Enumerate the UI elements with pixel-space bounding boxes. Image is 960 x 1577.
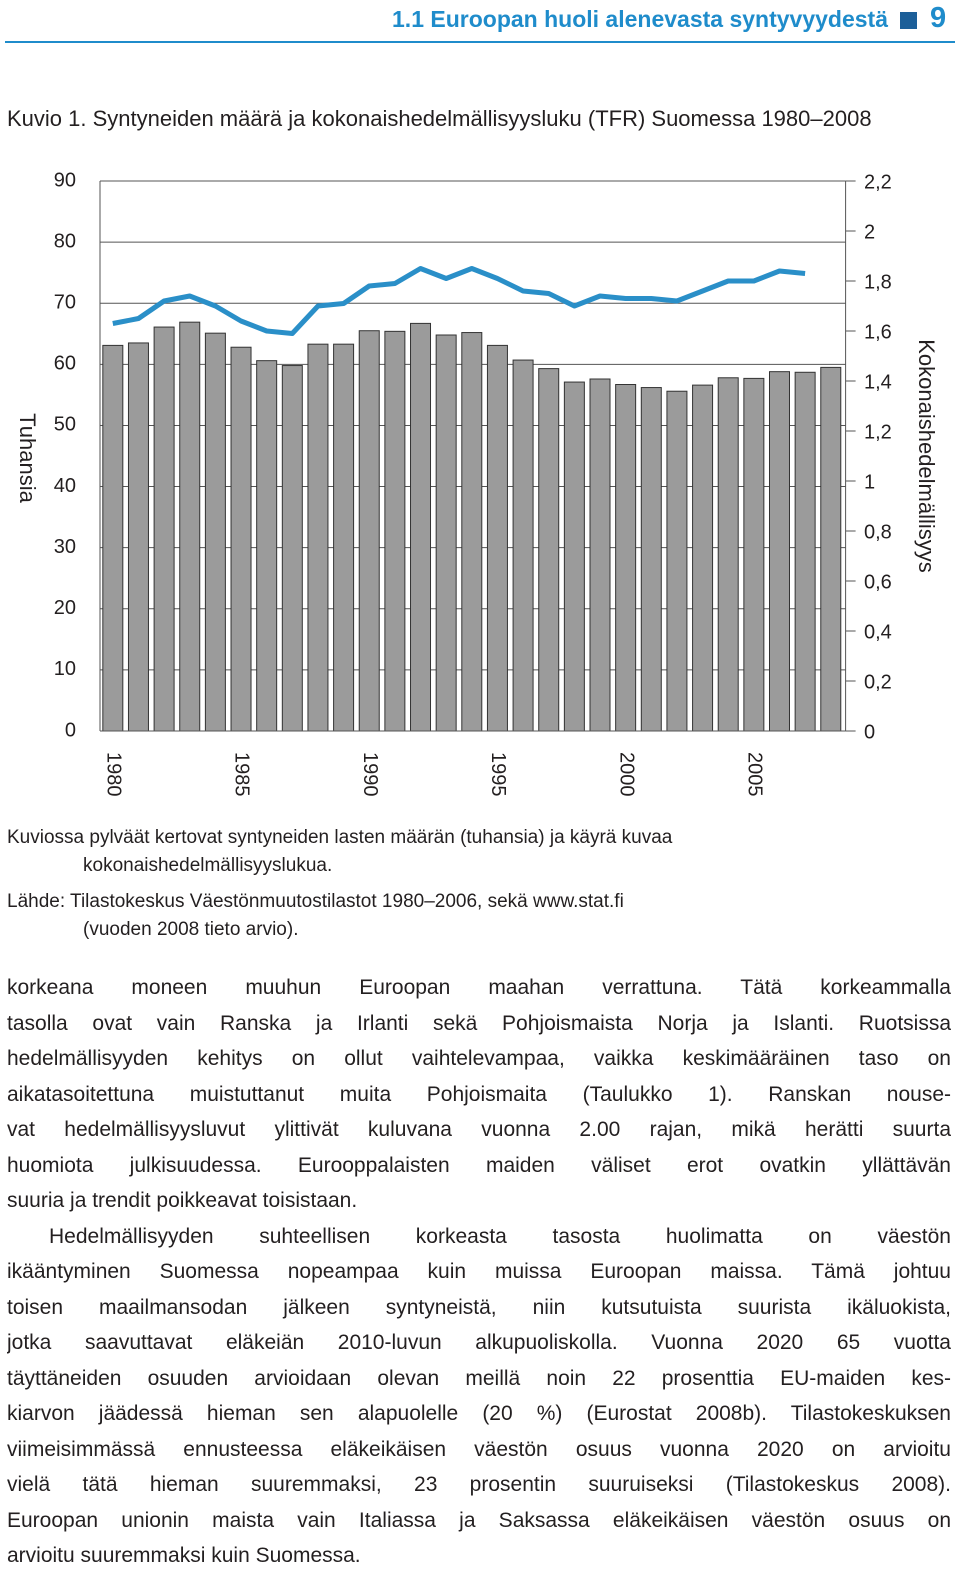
bar	[820, 366, 842, 732]
bar	[486, 344, 508, 732]
body-line: Hedelmällisyyden suhteellisen korkeasta …	[49, 1224, 951, 1248]
body-line: aikatasoitettuna muistuttanut muita Pohj…	[7, 1082, 951, 1106]
bar	[384, 330, 406, 732]
y2-tick-label: 0,4	[864, 621, 892, 643]
caption: Kuviossa pylväät kertovat syntyneiden la…	[7, 824, 672, 880]
bar	[435, 334, 457, 732]
body-line: vielä tätä hieman suuremmaksi, 23 prosen…	[7, 1473, 951, 1496]
body-line: huomiota julkisuudessa. Eurooppalaisten …	[7, 1153, 951, 1177]
y2-tick-label: 1,6	[864, 321, 892, 343]
bar	[461, 332, 483, 732]
y-tick-label: 30	[54, 536, 76, 558]
y-tick-label: 90	[54, 169, 76, 191]
body-line: Euroopan unionin maista vain Italiassa j…	[7, 1508, 951, 1532]
bar	[333, 343, 355, 732]
y2-tick-label: 0,6	[864, 571, 892, 593]
bar	[410, 322, 432, 732]
bar	[640, 387, 662, 732]
bar	[179, 321, 201, 732]
bar	[281, 365, 303, 732]
y-tick-label: 0	[65, 719, 76, 741]
y2-tick-label: 1	[864, 471, 875, 493]
body-line: vat hedelmällisyysluvut ylittivät kuluva…	[7, 1118, 951, 1141]
bar	[230, 346, 252, 732]
bar	[615, 384, 637, 732]
y-axis-title: Tuhansia	[15, 413, 40, 503]
bar	[743, 377, 765, 732]
bar	[794, 371, 816, 732]
bar	[127, 342, 149, 732]
header-square	[900, 12, 917, 29]
bar	[256, 360, 278, 732]
y-tick-label: 10	[54, 658, 76, 680]
bar	[358, 330, 380, 732]
y2-tick-label: 1,2	[864, 421, 892, 443]
y2-tick-label: 1,8	[864, 271, 892, 293]
body-line: toisen maailmansodan jälkeen syntyneistä…	[7, 1295, 951, 1319]
line	[112, 266, 806, 336]
x-tick-label: 1995	[487, 752, 509, 797]
figure-title: Kuvio 1. Syntyneiden määrä ja kokonaishe…	[7, 106, 872, 131]
bar	[538, 368, 560, 732]
y2-tick-label: 0	[864, 721, 875, 743]
y2-tick-label: 0,8	[864, 521, 892, 543]
y-tick-label: 60	[54, 353, 76, 375]
bar	[307, 343, 329, 732]
body-line: jotka saavuttavat eläkeiän 2010-luvun al…	[7, 1331, 951, 1354]
y2-tick-label: 0,2	[864, 671, 892, 693]
y2-tick-label: 2,2	[864, 171, 892, 193]
bar	[768, 371, 790, 732]
body-line: arvioitu suuremmaksi kuin Suomessa.	[7, 1544, 361, 1567]
body-line: kiarvon jäädessä hieman sen alapuolelle …	[7, 1402, 951, 1425]
y-tick-label: 70	[54, 292, 76, 314]
header-rule	[5, 41, 955, 43]
bar	[692, 384, 714, 732]
body-line: suuria ja trendit poikkeavat toisistaan.	[7, 1189, 358, 1212]
body-line: ikääntyminen Suomessa nopeampaa kuin mui…	[7, 1260, 951, 1283]
bar	[666, 390, 688, 732]
caption-line: kokonaishedelmällisyyslukua.	[83, 855, 333, 876]
page-number: 9	[930, 2, 947, 34]
bar	[204, 332, 226, 732]
bar	[102, 344, 124, 732]
source-line: Lähde: Tilastokeskus Väestönmuutostilast…	[7, 891, 624, 912]
bar	[589, 378, 611, 732]
body-line: täyttäneiden osuuden arvioidaan olevan m…	[7, 1366, 951, 1390]
y2-tick-label: 2	[864, 221, 875, 243]
caption-line: Kuviossa pylväät kertovat syntyneiden la…	[7, 827, 673, 848]
bar	[563, 381, 585, 732]
x-tick-label: 2000	[615, 752, 637, 797]
x-tick-label: 1985	[231, 752, 253, 797]
body-text: korkeana moneen muuhun Euroopan maahan v…	[7, 970, 951, 1574]
x-tick-label: 1990	[359, 752, 381, 797]
x-tick-label: 2005	[744, 752, 766, 797]
y-tick-label: 40	[54, 475, 76, 497]
x-tick-label: 1980	[103, 752, 125, 797]
y-tick-label: 20	[54, 597, 76, 619]
y2-axis-title: Kokonaishedelmällisyys	[914, 339, 939, 573]
source: Lähde: Tilastokeskus Väestönmuutostilast…	[7, 888, 624, 944]
chart: 0 10 20 30 40 50 60 70 80 90 0 0,2 0,4 0,6 0,8 1 1,2 1,4 1…	[15, 169, 939, 797]
y-tick-label: 80	[54, 230, 76, 252]
body-line: tasolla ovat vain Ranska ja Irlanti sekä…	[7, 1011, 951, 1035]
bar	[153, 326, 175, 732]
source-line: (vuoden 2008 tieto arvio).	[83, 919, 299, 940]
bar	[512, 359, 534, 732]
body-line: korkeana moneen muuhun Euroopan maahan v…	[7, 976, 951, 999]
running-header: 1.1 Euroopan huoli alenevasta syntyvyyde…	[392, 6, 888, 32]
y2-tick-label: 1,4	[864, 371, 892, 393]
body-line: viimeisimmässä ennusteessa eläkeikäisen …	[7, 1437, 951, 1461]
bar	[717, 377, 739, 732]
body-line: hedelmällisyyden kehitys on ollut vaihte…	[7, 1047, 951, 1070]
y-tick-label: 50	[54, 414, 76, 436]
